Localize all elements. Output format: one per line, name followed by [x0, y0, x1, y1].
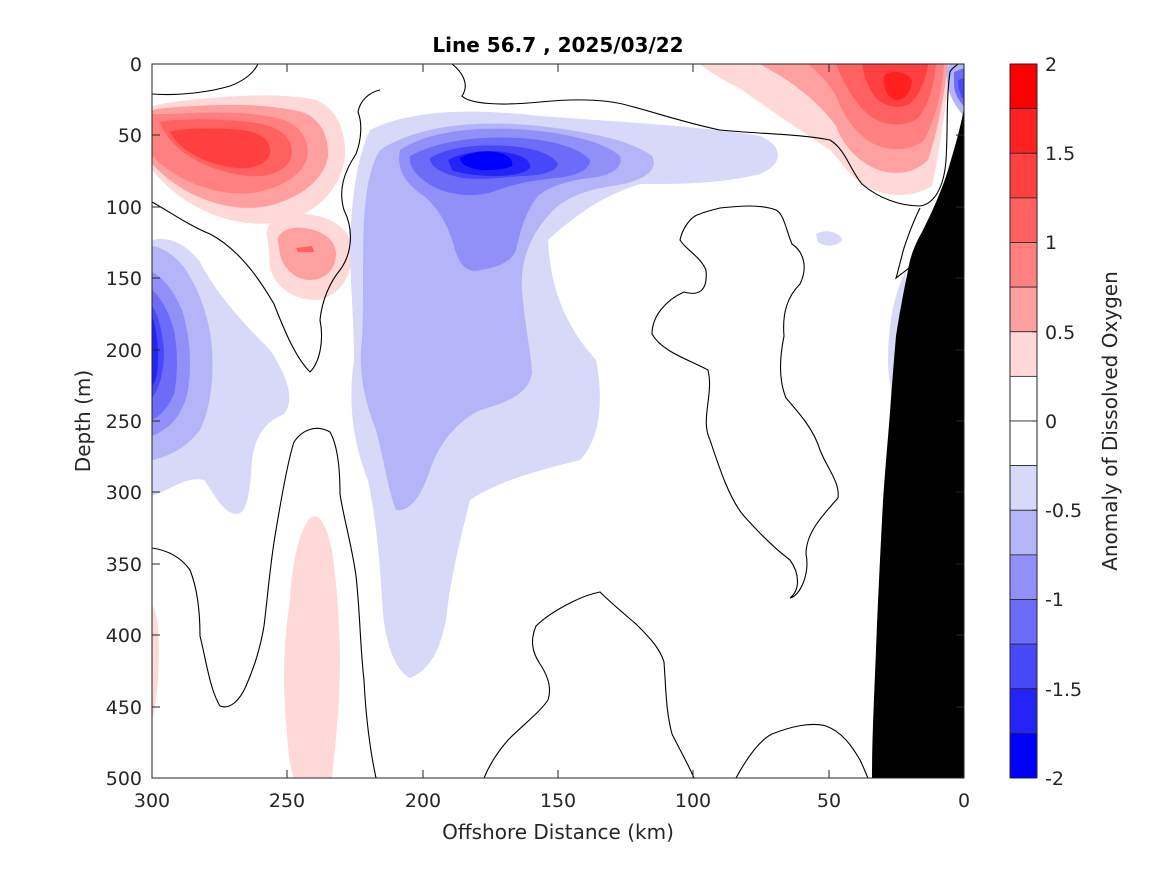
- colorbar-tick-label: 0.5: [1045, 322, 1075, 344]
- tick-marks: [151, 63, 965, 779]
- colorbar-level-block: [1009, 331, 1038, 377]
- y-tick-label: 400: [106, 625, 142, 647]
- zero-contours: [152, 64, 959, 778]
- x-tick-label: 50: [817, 790, 841, 812]
- x-tick-label: 150: [540, 790, 576, 812]
- y-tick-label: 350: [106, 554, 142, 576]
- colorbar-level-block: [1009, 420, 1038, 467]
- y-tick-labels: 0 50 100 150 200 250 300 350 400 450 500: [106, 54, 142, 790]
- colorbar-level-block: [1009, 375, 1038, 422]
- y-tick-label: 250: [106, 411, 142, 433]
- negative-anomaly-left-edge: [152, 238, 290, 514]
- colorbar-level-block: [1009, 465, 1038, 511]
- positive-anomaly-deep: [283, 516, 340, 778]
- positive-anomaly-mid-left: [266, 214, 353, 300]
- colorbar-level-block: [1009, 554, 1038, 600]
- contour-fills: [152, 64, 964, 778]
- colorbar-tick-label: 1: [1045, 232, 1057, 254]
- colorbar-level-block: [1009, 286, 1038, 333]
- y-tick-label: 500: [106, 768, 142, 790]
- y-tick-label: 300: [106, 482, 142, 504]
- positive-anomaly-upper-right: [700, 64, 952, 195]
- y-axis-label: Depth (m): [71, 370, 95, 472]
- colorbar-tick-label: -0.5: [1045, 500, 1082, 522]
- colorbar-tick-labels: 2 1.5 1 0.5 0 -0.5 -1 -1.5 -2: [1045, 54, 1082, 790]
- colorbar-level-block: [1009, 108, 1038, 154]
- colorbar: 2 1.5 1 0.5 0 -0.5 -1 -1.5 -2 Anomaly of…: [1009, 54, 1122, 790]
- y-tick-label: 450: [106, 697, 142, 719]
- y-tick-label: 100: [106, 197, 142, 219]
- x-tick-label: 200: [405, 790, 441, 812]
- x-tick-labels: 300 250 200 150 100 50 0: [134, 790, 970, 812]
- colorbar-ticks: [1032, 63, 1037, 779]
- x-tick-label: 100: [675, 790, 711, 812]
- colorbar-level-block: [1009, 63, 1038, 110]
- colorbar-level-block: [1009, 643, 1038, 690]
- x-axis-label: Offshore Distance (km): [442, 820, 674, 844]
- bathymetry-mask: [872, 108, 964, 778]
- colorbar-label: Anomaly of Dissolved Oxygen: [1098, 271, 1122, 571]
- x-tick-label: 250: [269, 790, 305, 812]
- colorbar-level-block: [1009, 688, 1038, 734]
- y-tick-label: 150: [106, 268, 142, 290]
- chart-title: Line 56.7 , 2025/03/22: [432, 33, 683, 57]
- y-tick-label: 0: [130, 54, 142, 76]
- x-tick-label: 300: [134, 790, 170, 812]
- colorbar-level-block: [1009, 732, 1038, 779]
- x-tick-label: 0: [958, 790, 970, 812]
- colorbar-level-block: [1009, 242, 1038, 288]
- y-tick-label: 50: [118, 125, 142, 147]
- colorbar-tick-label: -1: [1045, 589, 1064, 611]
- colorbar-level-block: [1009, 599, 1038, 645]
- positive-anomaly-upper-left: [152, 64, 356, 224]
- colorbar-level-block: [1009, 152, 1038, 199]
- negative-anomaly-central: [350, 111, 842, 678]
- colorbar-level-block: [1009, 509, 1038, 556]
- colorbar-tick-label: -1.5: [1045, 679, 1082, 701]
- colorbar-tick-label: 2: [1045, 54, 1057, 76]
- colorbar-tick-label: -2: [1045, 768, 1064, 790]
- colorbar-tick-label: 1.5: [1045, 143, 1075, 165]
- colorbar-level-block: [1009, 197, 1038, 243]
- colorbar-tick-label: 0: [1045, 411, 1057, 433]
- y-tick-label: 200: [106, 340, 142, 362]
- plot-area: [151, 63, 965, 779]
